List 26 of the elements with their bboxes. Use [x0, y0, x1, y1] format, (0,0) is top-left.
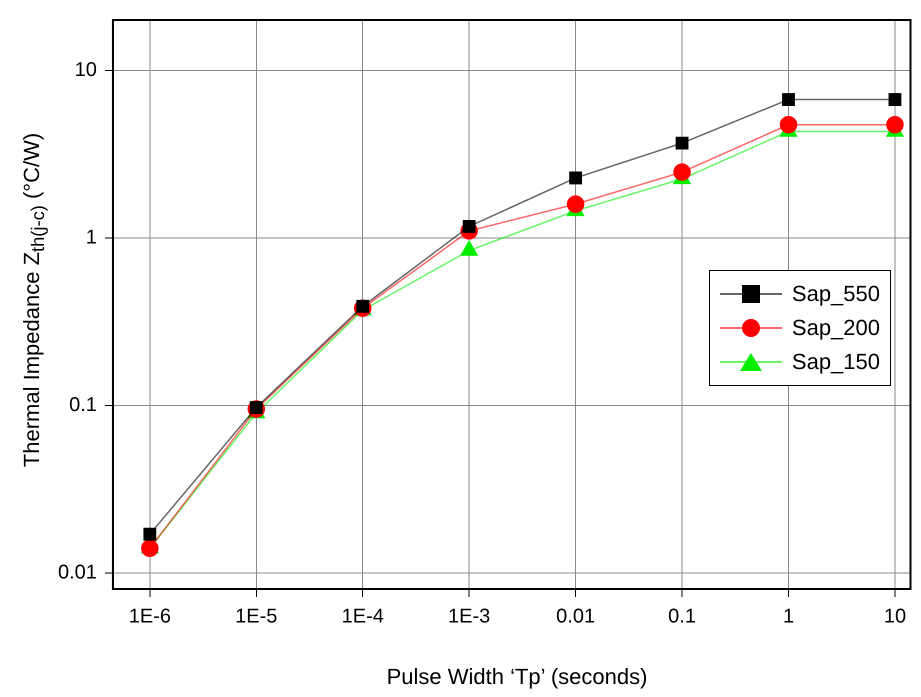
x-axis-title: Pulse Width ‘Tp’ (seconds)	[386, 664, 648, 690]
x-tick-label: 0.01	[556, 606, 596, 628]
point	[569, 172, 582, 184]
point	[782, 93, 795, 106]
x-tick-label: 1E-6	[128, 606, 171, 628]
x-tick-label: 1E-5	[235, 606, 278, 628]
point	[141, 540, 159, 558]
x-tick-label: 1E-3	[448, 606, 490, 628]
point	[780, 116, 798, 134]
x-tick-label: 0.1	[668, 606, 696, 628]
point	[676, 136, 688, 150]
point	[888, 93, 902, 106]
x-tick-label: 10	[884, 606, 906, 628]
x-tick-label: 1E-4	[342, 606, 384, 628]
y-tick-label: 10	[74, 58, 97, 81]
y-tick-label: 1	[86, 226, 97, 248]
point	[566, 195, 584, 213]
point	[886, 116, 904, 134]
legend-label: Sap_200	[792, 315, 880, 341]
point	[673, 163, 691, 181]
y-tick-label: 0.1	[69, 394, 97, 416]
x-tick-label: 1	[782, 606, 794, 628]
legend-label: Sap_550	[792, 281, 880, 307]
legend-label: Sap_150	[792, 349, 880, 375]
point	[143, 528, 156, 541]
y-tick-label: 0.01	[58, 561, 97, 584]
